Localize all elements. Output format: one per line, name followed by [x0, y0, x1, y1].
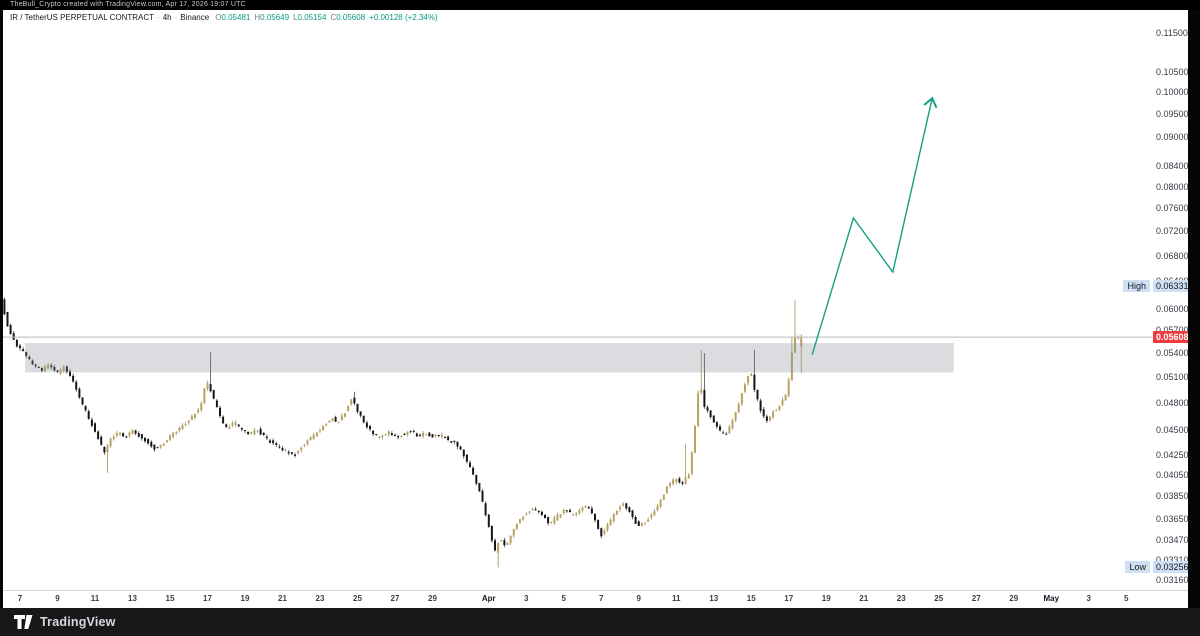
time-tick: Apr: [481, 594, 496, 603]
time-tick: 9: [55, 594, 60, 603]
low-label: L: [293, 13, 298, 22]
time-tick: 25: [934, 594, 944, 603]
time-tick: 7: [599, 594, 604, 603]
price-tick: 0.03470: [1156, 535, 1189, 546]
time-tick: 11: [672, 594, 681, 603]
price-tick: 0.03650: [1156, 514, 1189, 525]
price-tick: 0.04250: [1156, 449, 1189, 460]
price-tick: 0.09000: [1156, 131, 1189, 142]
price-tick: 0.05400: [1156, 348, 1189, 359]
time-tick: 25: [353, 594, 362, 603]
time-tick: 9: [636, 594, 641, 603]
time-tick: 5: [1124, 594, 1129, 603]
change-value: +0.00128 (+2.34%): [369, 13, 438, 22]
time-tick: 29: [1009, 594, 1019, 603]
supply-zone[interactable]: [25, 343, 954, 373]
exchange-label: Binance: [180, 13, 210, 22]
time-axis[interactable]: 7 9 11 13 15 17 19 21 23 25 27 29 Apr 3 5 7 9 11 13 15 17 19 2…: [0, 591, 1152, 608]
time-tick: 11: [90, 594, 100, 603]
close-label: C: [330, 13, 337, 22]
open-label: O: [215, 13, 222, 22]
time-tick: 13: [709, 594, 719, 603]
legend-separator: ·: [174, 13, 178, 22]
price-tick: 0.08000: [1156, 181, 1189, 192]
range-high-label: High: [1123, 279, 1150, 292]
time-tick: 17: [784, 594, 794, 603]
time-tick: 27: [390, 594, 400, 603]
price-tick: 0.06800: [1156, 250, 1189, 261]
symbol-legend: IR / TetherUS PERPETUAL CONTRACT · 4h · Bina…: [10, 13, 438, 22]
right-frame: [1188, 0, 1200, 636]
time-tick: 19: [240, 594, 250, 603]
time-tick: 3: [1086, 594, 1091, 603]
time-tick: 19: [821, 594, 831, 603]
symbol-name: IR / TetherUS PERPETUAL CONTRACT: [10, 13, 155, 22]
price-tick: 0.11500: [1156, 28, 1188, 38]
time-tick: 29: [428, 594, 437, 603]
range-low-label: Low: [1125, 561, 1150, 574]
price-tick: 0.04050: [1156, 469, 1189, 480]
price-tick: 0.05700: [1156, 325, 1189, 335]
range-high-price-label: 0.06331: [1153, 279, 1192, 292]
price-tick: 0.03850: [1156, 491, 1189, 502]
interval-label: 4h: [162, 13, 172, 22]
time-tick: 15: [746, 594, 756, 603]
time-tick: 23: [896, 594, 906, 603]
time-tick: 27: [971, 594, 981, 603]
candles: [0, 284, 803, 568]
time-tick: 23: [315, 594, 325, 603]
attribution-text: TheBull_Crypto created with TradingView.…: [10, 1, 246, 8]
brand-bar: TradingView: [0, 608, 1200, 636]
price-tick: 0.03310: [1156, 555, 1189, 565]
price-tick: 0.10000: [1156, 87, 1189, 98]
time-tick: 5: [561, 594, 566, 603]
price-tick: 0.07200: [1156, 226, 1189, 237]
time-axis-separator: [3, 590, 1188, 591]
time-tick: 21: [278, 594, 287, 603]
time-tick: 13: [128, 594, 137, 603]
open-value: 0.05481: [221, 13, 251, 22]
high-value: 0.05649: [260, 13, 290, 22]
legend-separator: ·: [157, 13, 160, 22]
current-price-label: 0.05608: [1153, 331, 1192, 344]
time-tick: 7: [17, 594, 23, 603]
brand-name: TradingView: [40, 615, 116, 629]
price-tick: 0.04500: [1156, 425, 1189, 436]
price-tick: 0.03160: [1156, 575, 1189, 586]
range-low-price-label: 0.03256: [1153, 561, 1192, 574]
price-tick: 0.07600: [1156, 203, 1189, 214]
high-label: H: [254, 13, 261, 22]
price-tick: 0.08400: [1156, 161, 1189, 172]
price-tick: 0.09500: [1156, 108, 1189, 119]
price-tick: 0.10500: [1156, 66, 1189, 77]
tradingview-logo-icon: [14, 615, 33, 629]
low-value: 0.05154: [297, 13, 327, 22]
left-frame: [0, 0, 3, 636]
projection-arrow[interactable]: [811, 96, 938, 355]
time-tick: 21: [859, 594, 869, 603]
time-tick: 17: [203, 594, 212, 603]
price-axis[interactable]: 0.11500 0.10500 0.10000 0.09500 0.09000 0.084…: [1152, 10, 1189, 590]
close-value: 0.05608: [336, 13, 366, 22]
price-tick: 0.05100: [1156, 372, 1189, 383]
price-tick: 0.04800: [1156, 398, 1189, 409]
attribution-bar: TheBull_Crypto created with TradingView.…: [0, 0, 1200, 10]
time-tick: 3: [524, 594, 529, 603]
price-tick: 0.06000: [1156, 303, 1189, 314]
time-tick: 15: [165, 594, 175, 603]
time-tick: May: [1043, 594, 1060, 603]
